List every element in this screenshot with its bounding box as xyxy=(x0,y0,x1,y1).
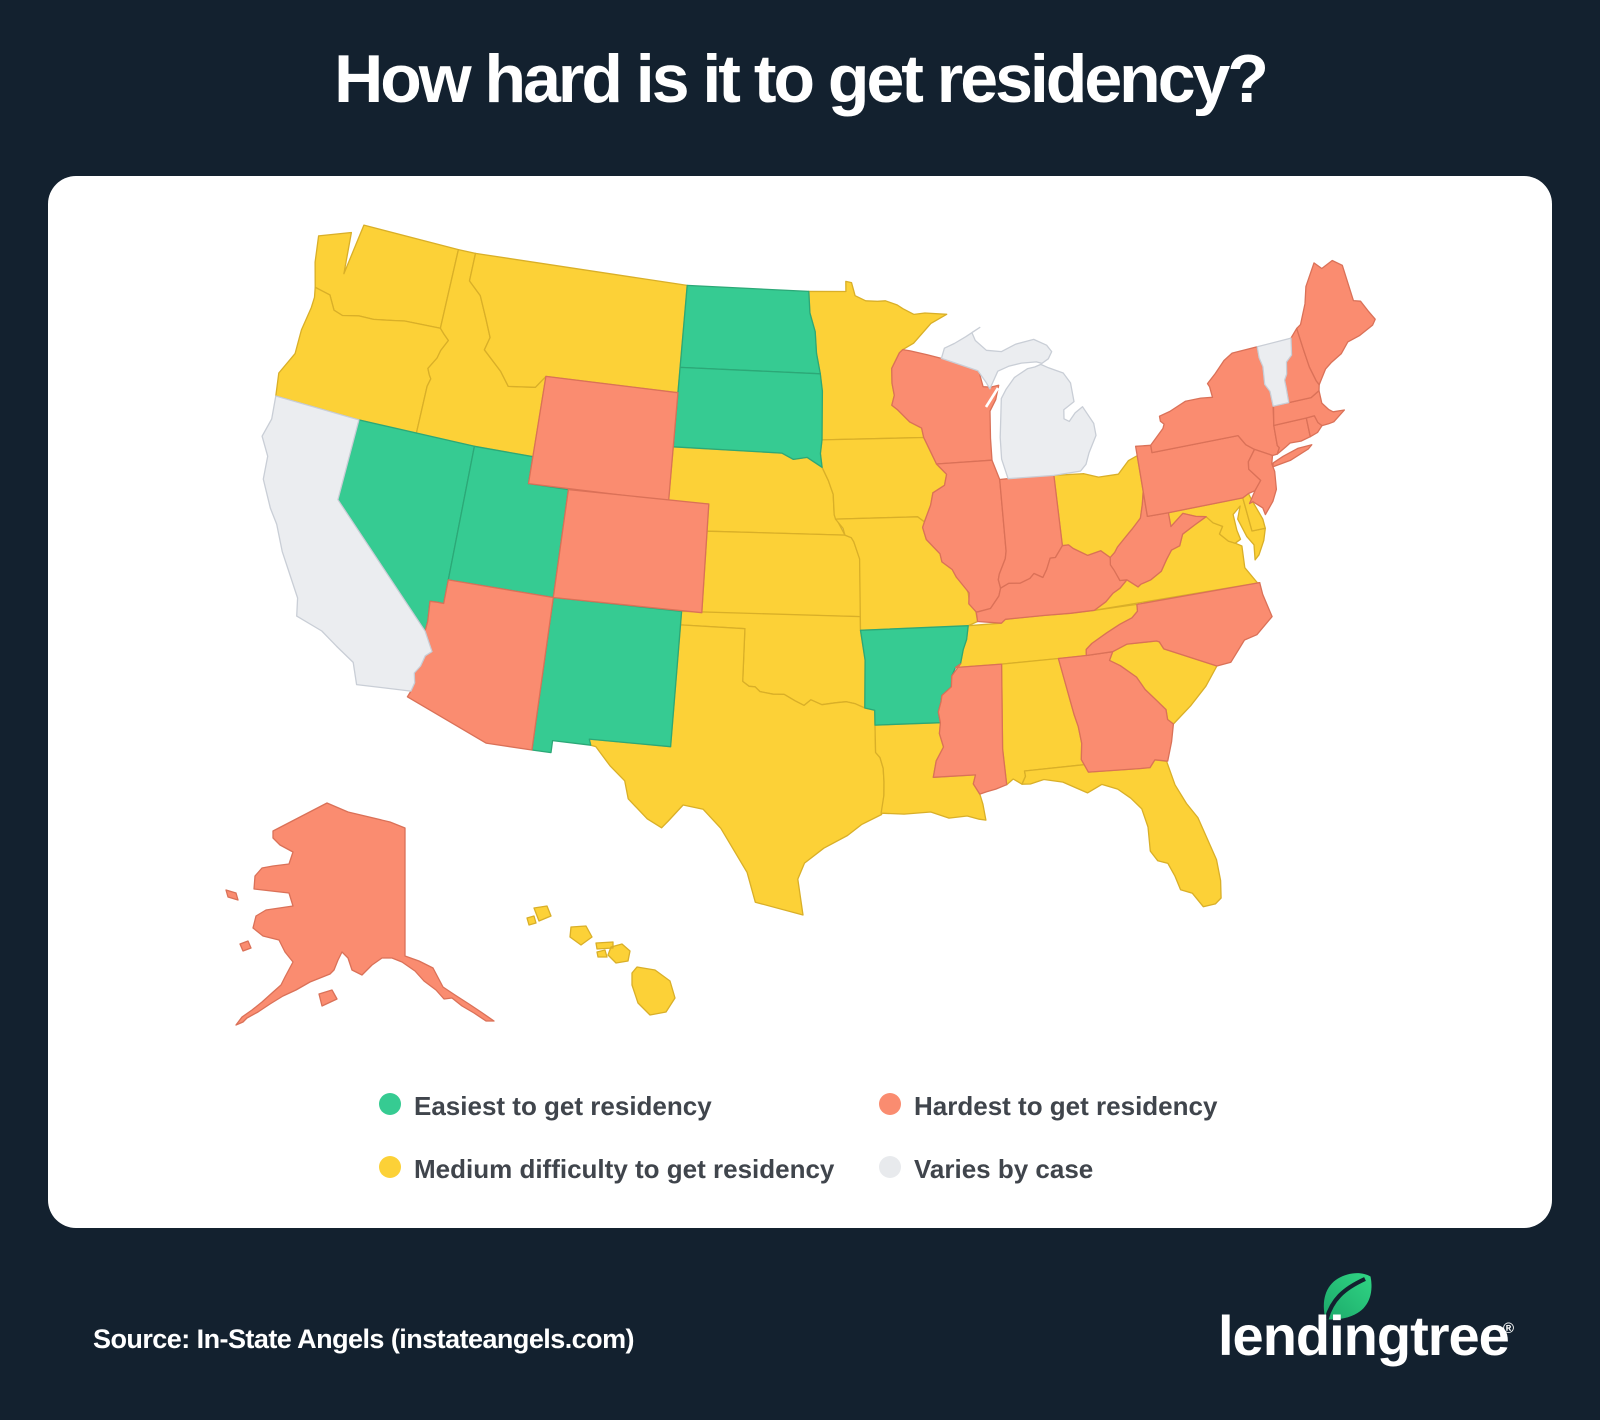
svg-text:®: ® xyxy=(1503,1320,1514,1337)
svg-text:lendingtree: lendingtree xyxy=(1218,1304,1509,1367)
